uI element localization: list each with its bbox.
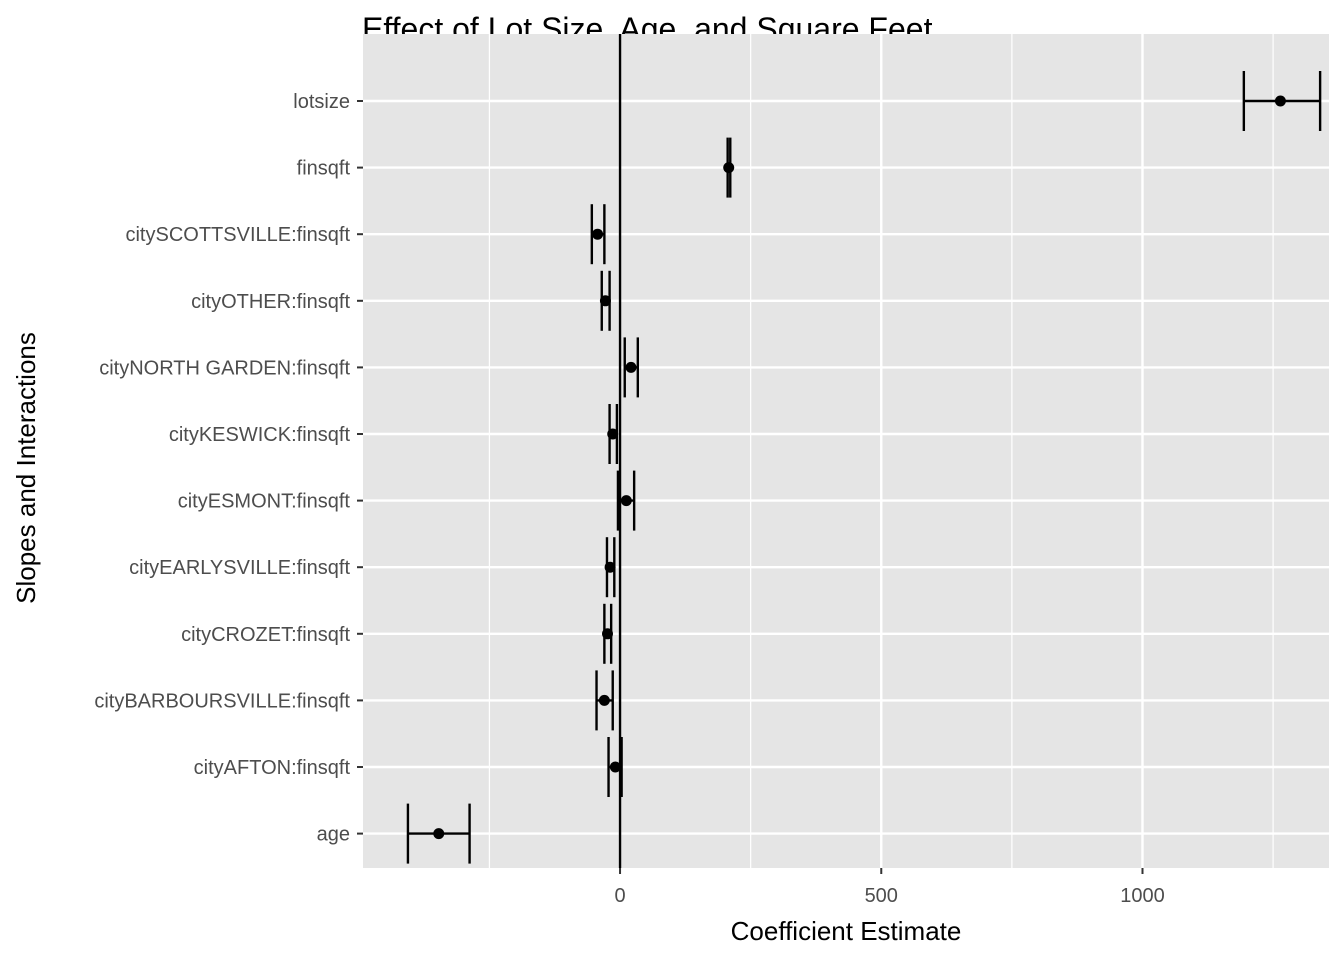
y-tick-label: cityNORTH GARDEN:finsqft — [99, 357, 350, 379]
estimate-point-10 — [609, 761, 621, 773]
estimate-point-4 — [625, 361, 637, 373]
y-tick-label: cityBARBOURSVILLE:finsqft — [94, 690, 350, 712]
estimate-point-1 — [723, 162, 735, 174]
x-tick-label: 500 — [865, 885, 898, 907]
x-tick-label: 1000 — [1120, 885, 1165, 907]
x-axis-ticks: 0 500 1000 — [614, 868, 1165, 907]
y-tick-label: citySCOTTSVILLE:finsqft — [125, 224, 350, 246]
y-tick-label: cityESMONT:finsqft — [178, 491, 351, 513]
estimate-point-9 — [598, 694, 610, 706]
estimate-points — [433, 95, 1286, 840]
y-tick-label: finsqft — [297, 158, 351, 180]
estimate-point-0 — [1274, 95, 1286, 107]
estimate-point-3 — [599, 295, 611, 307]
y-tick-label: cityEARLYSVILLE:finsqft — [129, 557, 350, 579]
estimate-point-8 — [602, 628, 614, 640]
y-tick-label: cityKESWICK:finsqft — [169, 424, 351, 446]
y-tick-label: age — [317, 824, 350, 846]
estimate-point-7 — [604, 561, 616, 573]
y-axis-title: Slopes and Interactions — [11, 332, 41, 604]
estimate-point-6 — [620, 495, 632, 507]
plot-panel — [363, 34, 1329, 868]
y-tick-label: cityOTHER:finsqft — [191, 291, 350, 313]
grid-lines — [363, 34, 1329, 868]
y-tick-label: cityCROZET:finsqft — [181, 624, 350, 646]
estimate-point-11 — [433, 828, 445, 840]
x-axis-title: Coefficient Estimate — [731, 916, 962, 946]
y-tick-label: cityAFTON:finsqft — [194, 757, 351, 779]
estimate-point-5 — [607, 428, 619, 440]
x-tick-label: 0 — [614, 885, 625, 907]
y-tick-label: lotsize — [293, 91, 350, 113]
y-axis-ticks: lotsize finsqft citySCOTTSVILLE:finsqft cit… — [94, 91, 363, 846]
estimate-point-2 — [592, 228, 604, 240]
